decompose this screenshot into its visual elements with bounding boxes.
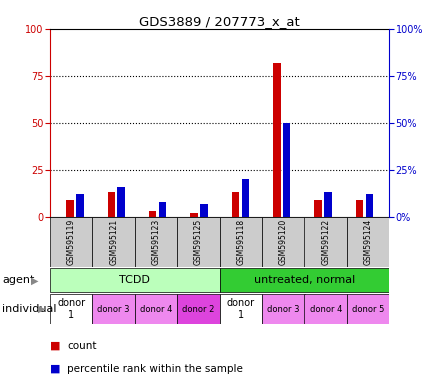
Text: untreated, normal: untreated, normal [253,275,354,285]
Bar [304,217,346,267]
Bar [76,194,83,217]
Text: donor 4: donor 4 [140,305,172,314]
Bar [158,202,166,217]
Bar [148,211,156,217]
Bar [135,295,177,324]
Bar [92,217,135,267]
Text: GSM595120: GSM595120 [278,219,287,265]
Bar [261,217,304,267]
Text: donor 4: donor 4 [309,305,341,314]
Bar [117,187,125,217]
Bar [304,295,346,324]
Bar [219,295,261,324]
Text: agent: agent [2,275,34,285]
Bar [261,295,304,324]
Bar [177,217,219,267]
Text: GSM595122: GSM595122 [320,219,329,265]
Text: donor
1: donor 1 [57,298,85,320]
Bar [283,123,290,217]
Title: GDS3889 / 207773_x_at: GDS3889 / 207773_x_at [139,15,299,28]
Bar [365,194,372,217]
Text: donor 2: donor 2 [182,305,214,314]
Text: ▶: ▶ [37,304,45,314]
Text: ▶: ▶ [31,275,39,285]
Bar [346,217,388,267]
Text: donor
1: donor 1 [226,298,254,320]
Bar [346,295,388,324]
Text: donor 5: donor 5 [351,305,383,314]
Bar [219,268,388,293]
Text: GSM595125: GSM595125 [194,219,203,265]
Bar [324,192,331,217]
Bar [135,217,177,267]
Text: GSM595119: GSM595119 [66,219,76,265]
Text: GSM595118: GSM595118 [236,219,245,265]
Bar [107,192,115,217]
Text: percentile rank within the sample: percentile rank within the sample [67,364,243,374]
Bar [50,217,92,267]
Bar [241,179,249,217]
Text: ■: ■ [50,341,60,351]
Bar [219,217,261,267]
Bar [50,295,92,324]
Bar [66,200,73,217]
Bar [200,204,207,217]
Text: individual: individual [2,304,56,314]
Bar [355,200,362,217]
Bar [177,295,219,324]
Bar [273,63,280,217]
Text: ■: ■ [50,364,60,374]
Bar [190,213,197,217]
Text: donor 3: donor 3 [266,305,299,314]
Text: count: count [67,341,97,351]
Bar [231,192,239,217]
Text: donor 3: donor 3 [97,305,130,314]
Bar [92,295,135,324]
Text: TCDD: TCDD [119,275,150,285]
Text: GSM595121: GSM595121 [109,219,118,265]
Text: GSM595124: GSM595124 [363,219,372,265]
Text: GSM595123: GSM595123 [151,219,160,265]
Bar [50,268,219,293]
Bar [314,200,321,217]
